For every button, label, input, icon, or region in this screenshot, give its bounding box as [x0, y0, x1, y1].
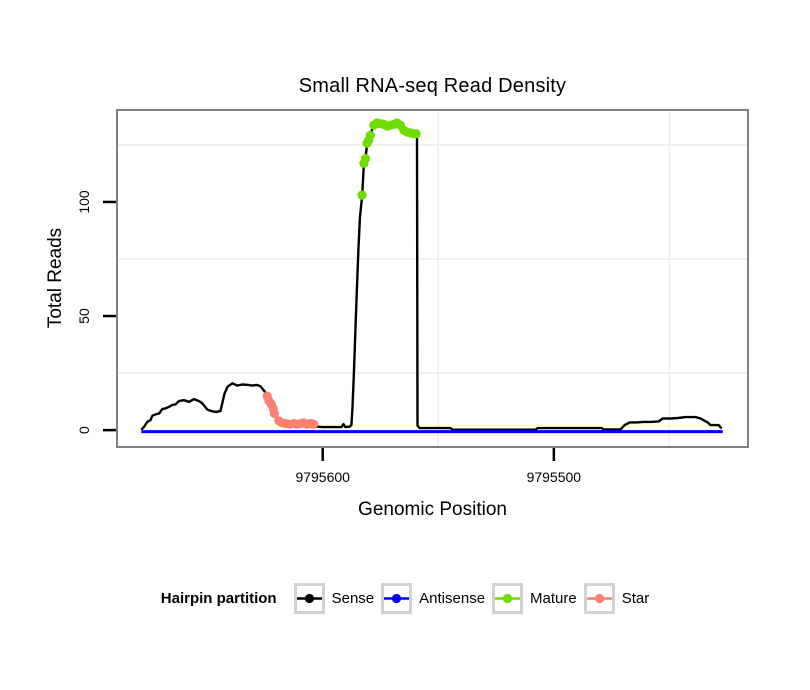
legend-item-antisense: Antisense: [381, 582, 486, 614]
legend-title: Hairpin partition: [160, 589, 277, 607]
plot-area: 9795600 9795500 0 50 100: [76, 109, 749, 485]
series-sense-line: [140, 121, 723, 431]
point-star: [309, 419, 319, 429]
legend: Hairpin partition Sense Antisense: [0, 581, 810, 615]
point-mature: [365, 130, 375, 140]
x-tick-label: 9795500: [527, 469, 582, 485]
line-point-glyph-icon: [296, 593, 322, 603]
legend-item-mature: Mature: [492, 582, 577, 614]
legend-item-sense: Sense: [293, 582, 375, 614]
legend-label-antisense: Antisense: [419, 589, 486, 607]
y-tick-label: 100: [76, 190, 92, 214]
line-point-glyph-icon: [495, 593, 521, 603]
x-axis-title: Genomic Position: [358, 499, 507, 520]
chart-title: Small RNA-seq Read Density: [298, 75, 567, 97]
point-mature: [357, 190, 367, 200]
legend-label-mature: Mature: [530, 589, 577, 607]
legend-key-antisense: [381, 582, 413, 614]
point-mature: [360, 154, 371, 164]
legend-label-star: Star: [621, 589, 650, 607]
point-mature: [411, 129, 421, 139]
legend-key-sense: [293, 582, 325, 614]
x-tick-label: 9795600: [295, 469, 350, 485]
legend-label-sense: Sense: [331, 589, 375, 607]
y-tick-label: 0: [76, 426, 92, 434]
legend-key-star: [583, 582, 615, 614]
panel-border: [116, 109, 749, 448]
line-point-glyph-icon: [384, 593, 410, 603]
y-tick-label: 50: [76, 308, 92, 324]
line-point-glyph-icon: [586, 593, 612, 603]
legend-key-mature: [492, 582, 524, 614]
point-star: [269, 408, 279, 419]
legend-item-star: Star: [583, 582, 650, 614]
